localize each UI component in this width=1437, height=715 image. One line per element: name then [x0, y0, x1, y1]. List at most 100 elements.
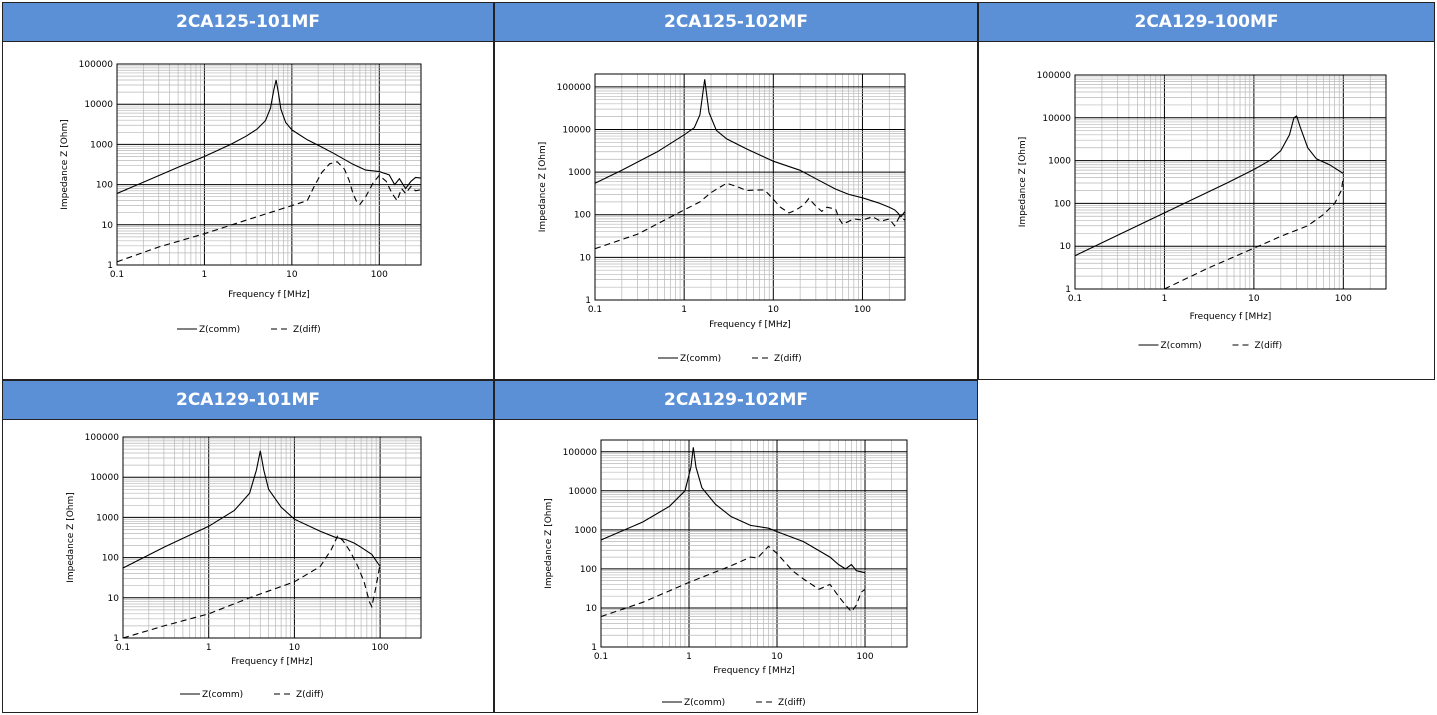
y-tick-label: 100000 — [557, 83, 592, 93]
series-line-z-diff — [117, 161, 421, 263]
chart-plot-area: 1 10 100 1000 10000 100000 0.1 1 10 100 Frequency … — [495, 42, 977, 379]
y-tick-label: 10000 — [1042, 114, 1071, 124]
x-tick-label: 100 — [1335, 294, 1352, 304]
y-tick-label: 10 — [580, 253, 592, 263]
y-tick-label: 100 — [574, 211, 591, 221]
chart-title: 2CA129-101MF — [3, 381, 493, 420]
y-tick-label: 1000 — [90, 140, 113, 150]
chart-panel-2ca125-102mf: 2CA125-102MF 1 10 100 1000 10000 100000 0.1 1 10… — [494, 2, 978, 380]
chart-plot-area: 1 10 100 1000 10000 100000 0.1 1 10 100 Frequency … — [495, 420, 977, 712]
x-tick-label: 10 — [289, 643, 301, 653]
grid-lines — [122, 436, 422, 639]
y-tick-label: 100000 — [1037, 71, 1072, 81]
plot-background — [1075, 75, 1386, 289]
x-axis-label: Frequency f [MHz] — [228, 290, 310, 300]
chart-plot-area: 1 10 100 1000 10000 100000 0.1 1 10 100 Frequency … — [3, 42, 493, 379]
y-tick-label: 1 — [585, 296, 591, 306]
y-tick-label: 10 — [108, 594, 120, 604]
series-line-z-diff — [595, 182, 905, 250]
y-tick-label: 10000 — [84, 100, 113, 110]
x-tick-label: 1 — [202, 270, 208, 280]
y-tick-label: 100000 — [563, 448, 598, 458]
x-tick-label: 100 — [371, 270, 388, 280]
legend: Z(comm) Z(diff) — [180, 690, 324, 700]
grid-lines — [594, 73, 906, 301]
legend-label: Z(diff) — [296, 690, 324, 700]
grid-lines — [116, 63, 422, 266]
chart-panel-2ca129-102mf: 2CA129-102MF 1 10 100 1000 10000 100000 0.1 1 10… — [494, 380, 978, 713]
x-axis-label: Frequency f [MHz] — [709, 320, 791, 330]
series-line-z-comm — [123, 450, 381, 569]
y-tick-label: 10000 — [568, 487, 597, 497]
y-tick-label: 100000 — [85, 433, 120, 443]
legend-label: Z(comm) — [680, 354, 721, 364]
legend-label: Z(comm) — [1161, 341, 1202, 351]
y-tick-label: 1 — [113, 634, 119, 644]
x-tick-label: 0.1 — [588, 305, 602, 315]
chart-title: 2CA125-102MF — [495, 3, 977, 42]
series-line-z-diff — [601, 545, 866, 618]
plot-frame — [116, 63, 422, 266]
legend-label: Z(comm) — [202, 690, 243, 700]
legend: Z(comm) Z(diff) — [662, 698, 806, 708]
x-tick-label: 0.1 — [1068, 294, 1082, 304]
x-tick-label: 1 — [681, 305, 687, 315]
legend-label: Z(comm) — [199, 325, 240, 335]
y-tick-label: 1 — [591, 643, 597, 653]
chart-plot-area: 1 10 100 1000 10000 100000 0.1 1 10 100 Frequency … — [3, 420, 493, 712]
legend-label: Z(comm) — [684, 698, 725, 708]
x-tick-label: 1 — [206, 643, 212, 653]
plot-background — [595, 74, 905, 300]
y-tick-label: 1000 — [568, 168, 591, 178]
legend-label: Z(diff) — [1255, 341, 1283, 351]
y-axis-label: Impedance Z [Ohm] — [66, 492, 76, 583]
y-tick-label: 10000 — [562, 125, 591, 135]
plot-frame — [122, 436, 422, 639]
y-tick-label: 100 — [102, 554, 119, 564]
chart-plot-area: 1 10 100 1000 10000 100000 0.1 1 10 100 Frequency … — [979, 42, 1434, 379]
y-axis-label: Impedance Z [Ohm] — [1018, 137, 1028, 228]
x-axis-label: Frequency f [MHz] — [1190, 312, 1272, 322]
series-line-z-comm — [601, 447, 866, 574]
x-tick-label: 0.1 — [116, 643, 130, 653]
legend: Z(comm) Z(diff) — [658, 354, 802, 364]
x-tick-label: 10 — [771, 652, 783, 662]
y-tick-label: 100 — [1054, 199, 1071, 209]
x-tick-label: 1 — [1162, 294, 1168, 304]
chart-title: 2CA129-100MF — [979, 3, 1434, 42]
series-line-z-comm — [595, 79, 905, 218]
y-tick-label: 100 — [96, 181, 113, 191]
y-tick-label: 1 — [1065, 285, 1071, 295]
x-tick-label: 100 — [372, 643, 389, 653]
x-tick-label: 0.1 — [594, 652, 608, 662]
plot-frame — [1074, 74, 1387, 290]
chart-panel-2ca125-101mf: 2CA125-101MF 1 10 100 1000 10000 100000 0.1 1 10… — [2, 2, 494, 380]
y-tick-label: 1 — [107, 261, 113, 271]
chart-panel-2ca129-101mf: 2CA129-101MF 1 10 100 1000 10000 100000 0.1 1 10… — [2, 380, 494, 713]
chart-title: 2CA129-102MF — [495, 381, 977, 420]
y-tick-label: 10 — [586, 604, 598, 614]
y-axis-label: Impedance Z [Ohm] — [544, 498, 554, 589]
series-line-z-diff — [123, 534, 381, 638]
y-tick-label: 10 — [102, 221, 114, 231]
y-tick-label: 10000 — [90, 473, 119, 483]
legend-label: Z(diff) — [778, 698, 806, 708]
x-tick-label: 100 — [856, 652, 873, 662]
x-tick-label: 0.1 — [110, 270, 124, 280]
chart-title: 2CA125-101MF — [3, 3, 493, 42]
y-axis-label: Impedance Z [Ohm] — [538, 142, 548, 233]
y-tick-label: 1000 — [1048, 157, 1071, 167]
y-tick-label: 1000 — [574, 526, 597, 536]
plot-background — [117, 64, 421, 265]
legend: Z(comm) Z(diff) — [1138, 341, 1283, 351]
y-tick-label: 100000 — [79, 60, 114, 70]
y-tick-label: 1000 — [96, 513, 119, 523]
series-line-z-diff — [1164, 177, 1344, 289]
x-axis-label: Frequency f [MHz] — [231, 657, 313, 667]
legend-label: Z(diff) — [774, 354, 802, 364]
